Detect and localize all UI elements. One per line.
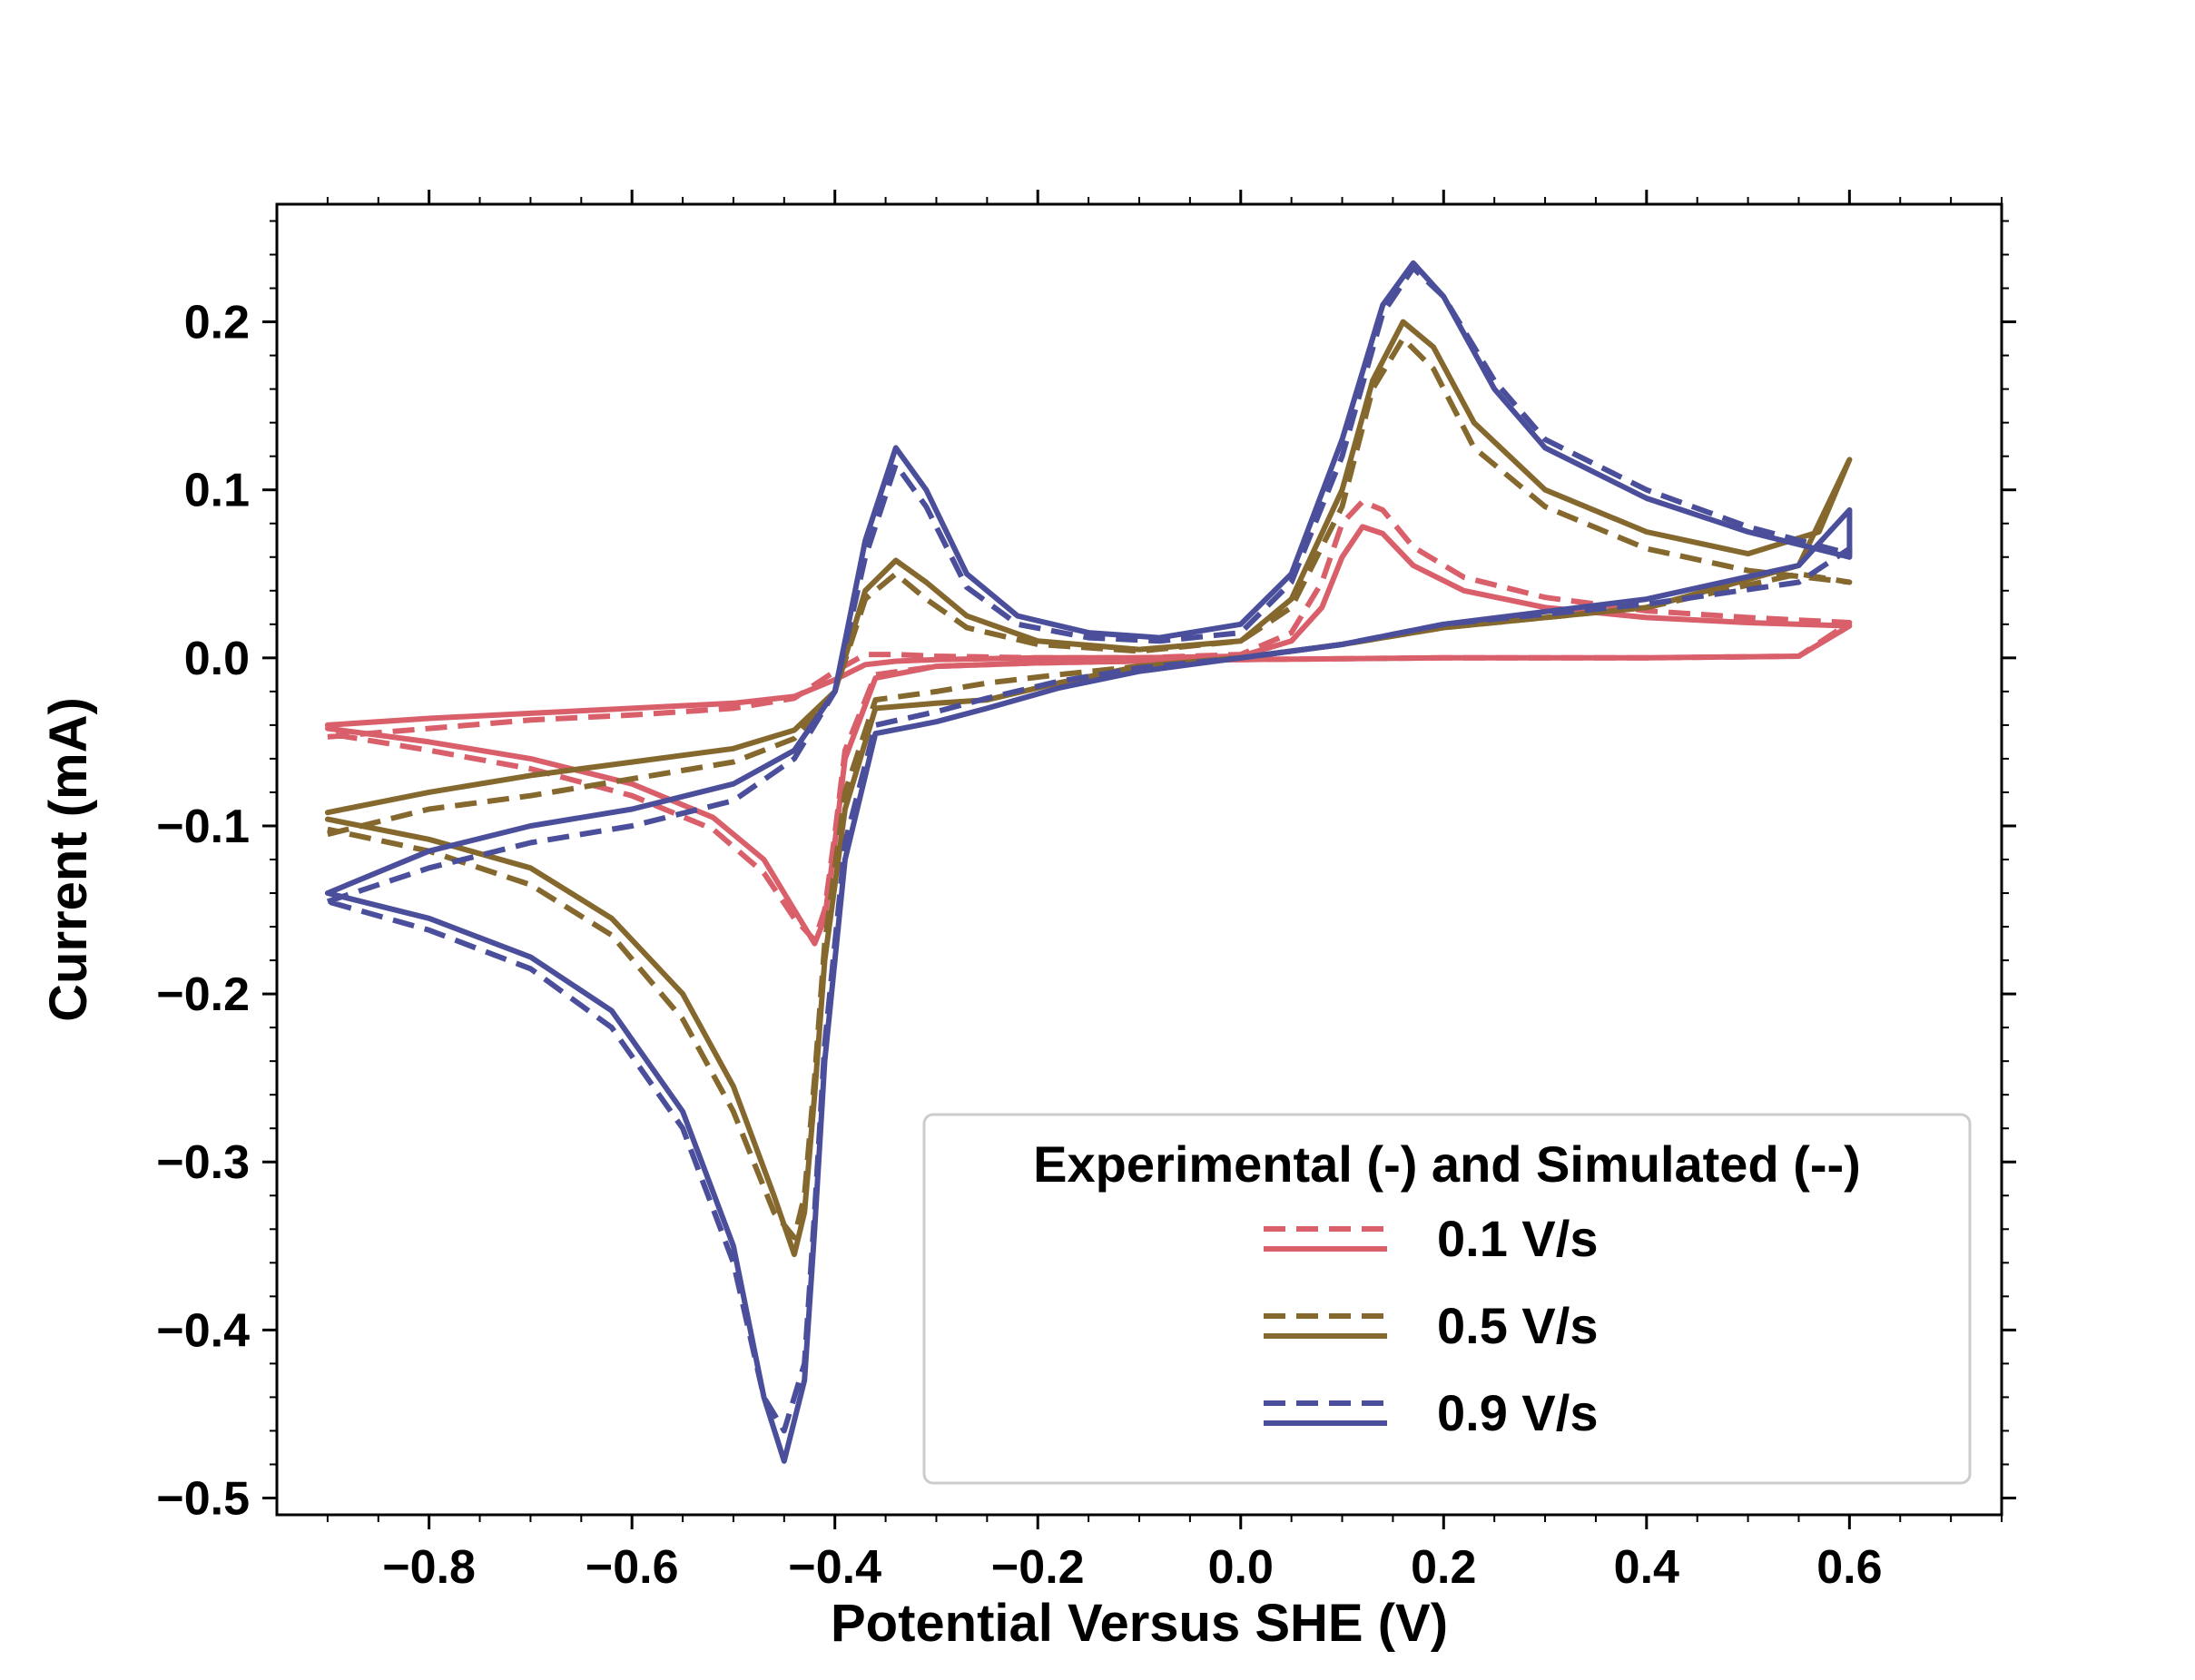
x-tick-label: 0.6 (1816, 1541, 1882, 1594)
series-1-experimental-line (324, 524, 1853, 947)
legend-entries: 0.1 V/s 0.5 V/s 0.9 V/s (1264, 1210, 1598, 1441)
x-axis-label: Potential Versus SHE (V) (831, 1594, 1448, 1653)
legend-label: 0.9 V/s (1437, 1384, 1598, 1441)
y-tick-label: 0.1 (184, 465, 250, 517)
y-tick-label: −0.5 (156, 1472, 250, 1525)
x-tick-label: 0.0 (1208, 1541, 1274, 1594)
series-layer (324, 260, 1853, 1464)
y-axis-label: Current (mA) (39, 697, 98, 1022)
series-3-simulated-line (326, 265, 1853, 1434)
tick-layer: −0.8 −0.6 −0.4 −0.2 0.0 0.2 0.4 0.6 −0.5 −0.4 −0.3… (156, 190, 2016, 1594)
y-tick-label: −0.2 (156, 968, 250, 1021)
series-1-simulated-line (327, 498, 1853, 943)
x-tick-label: −0.8 (382, 1541, 476, 1594)
series-2-experimental-line (324, 319, 1853, 1258)
x-tick-label: −0.4 (788, 1541, 881, 1594)
x-tick-label: −0.2 (991, 1541, 1085, 1594)
series-3-experimental-line (324, 260, 1853, 1464)
legend: Experimental (-) and Simulated (--) 0.1 … (922, 1113, 1972, 1485)
y-tick-label: 0.2 (184, 297, 250, 349)
y-tick-label: −0.1 (156, 801, 250, 853)
y-tick-label: 0.0 (184, 633, 250, 685)
x-tick-label: 0.2 (1411, 1541, 1476, 1594)
y-tick-label: −0.3 (156, 1136, 250, 1189)
legend-label: 0.1 V/s (1437, 1210, 1598, 1267)
x-tick-label: −0.6 (586, 1541, 679, 1594)
legend-title: Experimental (-) and Simulated (--) (1033, 1135, 1861, 1193)
legend-box (922, 1113, 1972, 1485)
legend-label: 0.5 V/s (1437, 1297, 1598, 1354)
y-tick-label: −0.4 (156, 1304, 250, 1357)
series-2-simulated-line (327, 336, 1853, 1241)
x-tick-label: 0.4 (1614, 1541, 1679, 1594)
